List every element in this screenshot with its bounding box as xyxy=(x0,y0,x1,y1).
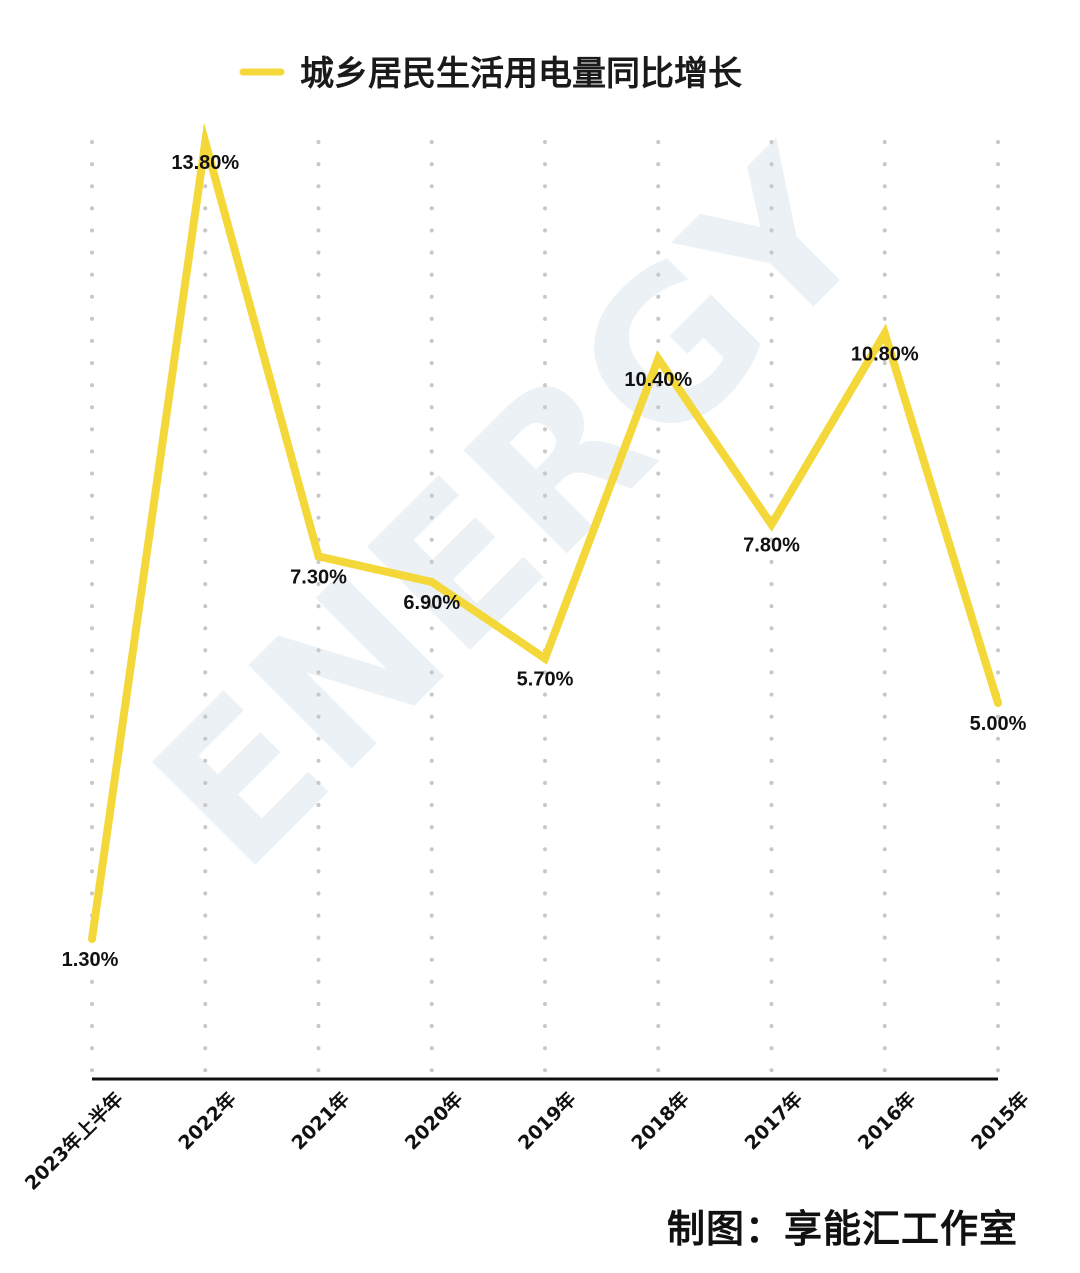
gridlines xyxy=(90,140,1000,1076)
data-label: 7.30% xyxy=(290,566,347,588)
x-tick-label: 2022年 xyxy=(174,1087,241,1154)
data-point xyxy=(314,552,323,561)
data-point xyxy=(880,329,889,338)
data-label: 10.40% xyxy=(624,369,692,391)
data-point xyxy=(767,520,776,529)
data-label: 10.80% xyxy=(851,343,919,365)
x-tick-label: 2021年 xyxy=(287,1087,354,1154)
data-label: 1.30% xyxy=(62,949,119,971)
x-tick-label: 2020年 xyxy=(400,1087,467,1154)
data-label: 5.00% xyxy=(970,713,1027,735)
data-point xyxy=(654,354,663,363)
legend-label: 城乡居民生活用电量同比增长 xyxy=(300,54,742,94)
chart-credit: 制图：享能汇工作室 xyxy=(666,1207,1018,1251)
x-tick-label: 2017年 xyxy=(740,1087,807,1154)
data-point xyxy=(427,577,436,586)
data-points xyxy=(88,138,1002,943)
data-label: 13.80% xyxy=(171,152,239,174)
data-point xyxy=(88,934,96,943)
data-point xyxy=(541,654,549,663)
legend: 城乡居民生活用电量同比增长 xyxy=(239,54,742,94)
data-label: 6.90% xyxy=(403,592,460,614)
x-tick-labels: 2023年上半年 2022年 2021年 2020年 2019年 2018年 2017年 20… xyxy=(20,1087,1033,1194)
data-point xyxy=(201,138,210,146)
x-tick-label: 2018年 xyxy=(627,1087,694,1154)
x-tick-label: 2019年 xyxy=(513,1087,580,1154)
data-label: 7.80% xyxy=(743,535,800,557)
data-label: 5.70% xyxy=(517,668,574,690)
x-tick-label: 2023年上半年 xyxy=(20,1087,127,1194)
x-tick-label: 2015年 xyxy=(966,1087,1033,1154)
x-tick-label: 2016年 xyxy=(853,1087,920,1154)
data-labels: 1.30% 13.80% 7.30% 6.90% 5.70% 10.40% 7.80% 10.… xyxy=(62,152,1027,971)
data-point xyxy=(994,699,1002,708)
